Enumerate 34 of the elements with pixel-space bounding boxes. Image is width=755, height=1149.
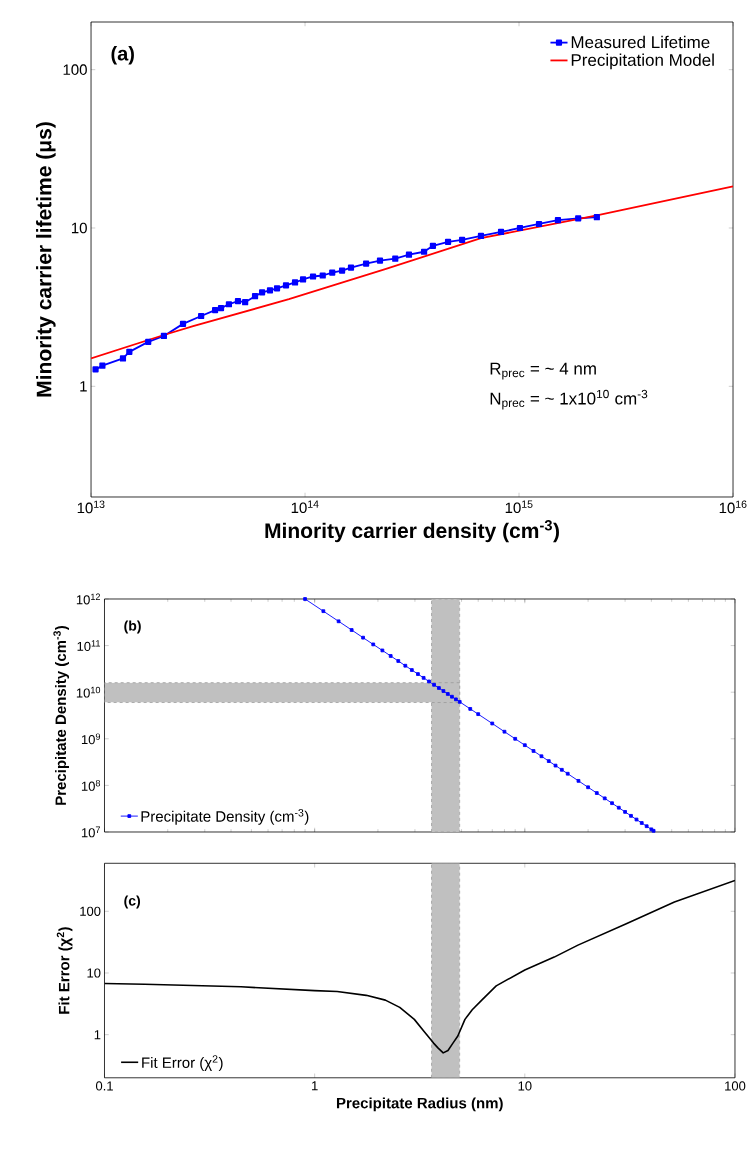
y-axis-title: Fit Error (χ$^{2}$) [56,927,73,1014]
y-tick-label: 10$^{8}$ [81,779,101,791]
x-tick-label: 10 [518,1081,532,1091]
x-tick-label: 0.1 [95,1081,113,1091]
y-tick-label: 10$^{11}$ [77,640,101,651]
y-tick-label: 10$^{10}$ [76,686,101,698]
x-tick-label: 10$^{14}$ [291,500,319,514]
legend-label: Precipitate Density (cm$^{-3}$) [141,809,309,825]
x-axis-title: Precipitate Radius (nm) [336,1097,503,1112]
y-tick-label: 100 [63,64,87,75]
y-tick-label: 1 [94,1030,101,1040]
annotation: (c) [124,895,141,909]
x-tick-label: 100 [725,1081,746,1091]
x-tick-label: 10$^{16}$ [719,500,747,514]
y-tick-label: 10 [87,968,101,978]
legend-label: Fit Error (χ$^{2}$) [142,1055,223,1071]
annotation: (b) [124,620,141,634]
y-tick-label: 10 [71,222,87,234]
annotation: N$_{prec}$ = ~ 1x10$^{10}$ cm$^{-3}$ [490,389,648,410]
y-tick-label: 10$^{7}$ [81,826,100,838]
y-tick-label: 10$^{12}$ [76,593,100,605]
y-tick-label: 100 [80,906,101,916]
y-tick-label: 1 [80,381,87,392]
legend-label: Measured Lifetime [571,35,710,49]
y-axis-title: Minority carrier lifetime (μs) [36,122,56,397]
x-axis-title: Minority carrier density (cm$^{-3}$) [265,520,559,543]
annotation: (a) [111,45,134,65]
x-tick-label: 10$^{13}$ [77,500,105,514]
x-tick-label: 10$^{15}$ [505,500,533,514]
y-tick-label: 10$^{9}$ [81,733,101,745]
x-tick-label: 1 [312,1081,318,1091]
y-axis-title: Precipitate Density (cm$^{-3}$) [53,625,70,805]
legend-label: Precipitation Model [571,53,714,70]
annotation: R$_{prec}$ = ~ 4 nm [490,362,596,380]
